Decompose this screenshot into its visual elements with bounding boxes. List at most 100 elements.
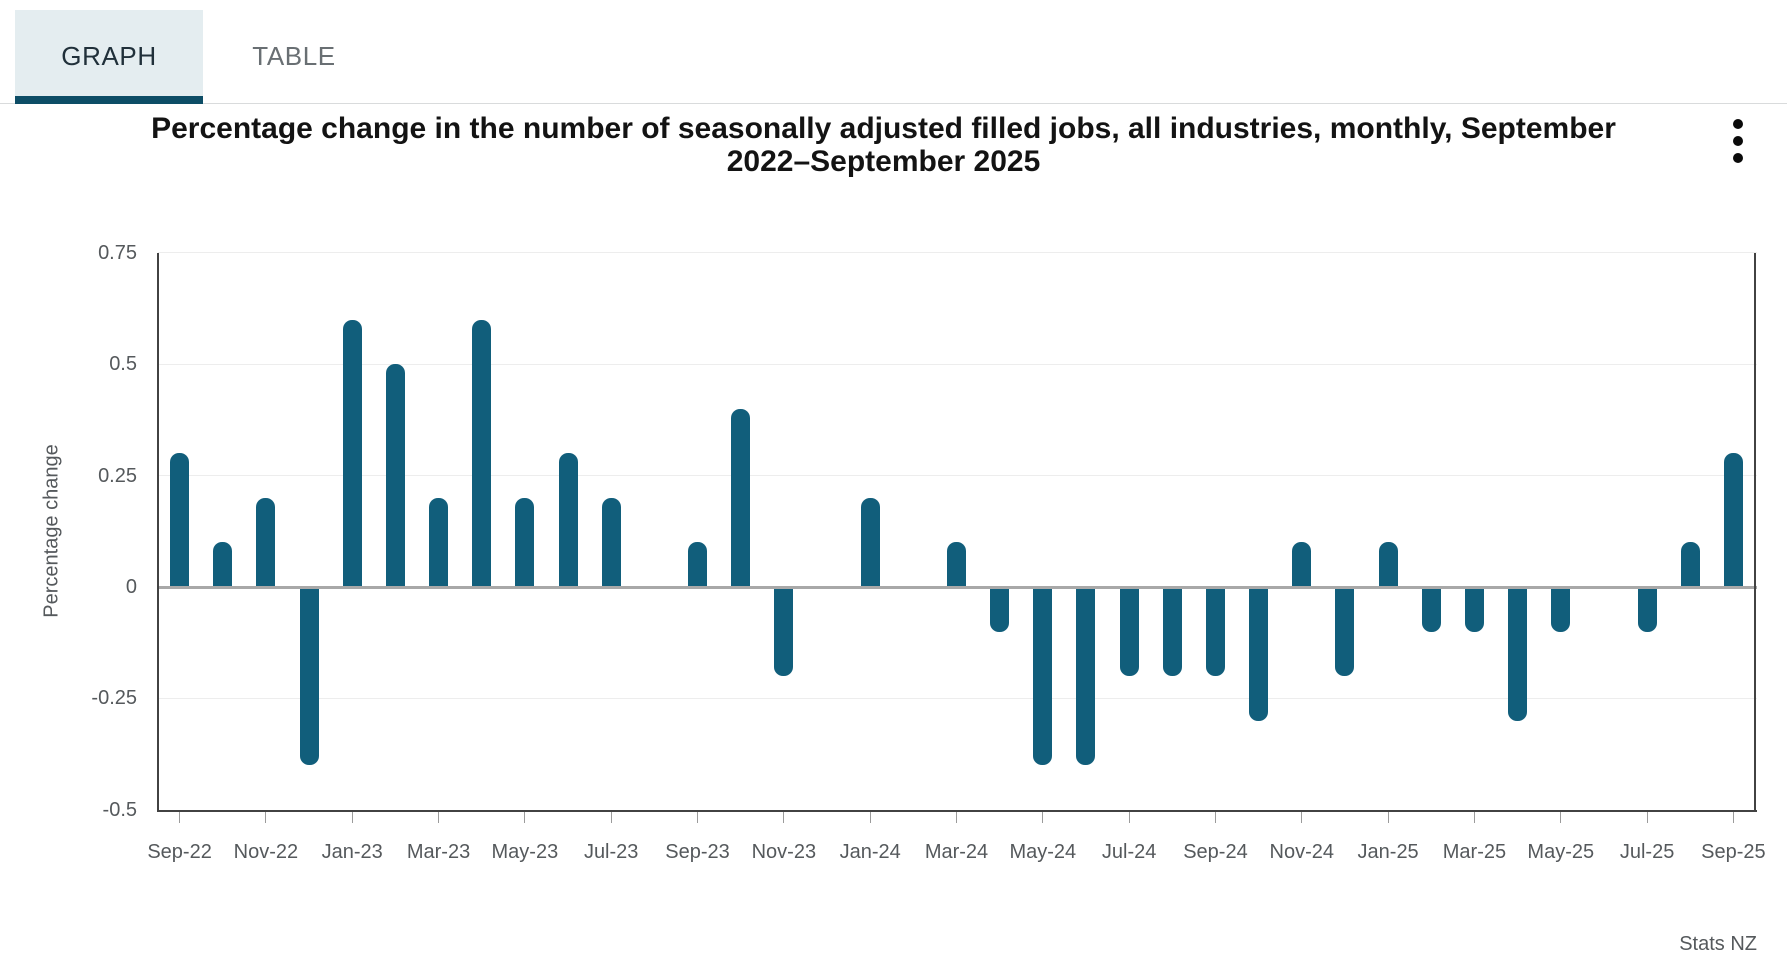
kebab-dot: [1733, 119, 1743, 129]
bar[interactable]: [1723, 453, 1743, 587]
y-axis-spine-right: [1754, 253, 1756, 812]
x-axis-tick: [697, 812, 699, 823]
x-tick-label: Mar-25: [1442, 841, 1507, 863]
bar[interactable]: [1421, 587, 1441, 632]
x-tick-label: Jul-23: [583, 841, 639, 863]
x-axis-tick: [438, 812, 440, 823]
active-tab-underline: [15, 96, 203, 104]
x-tick-label: Sep-25: [1701, 841, 1766, 863]
x-axis-tick: [869, 812, 871, 823]
source-label: Stats NZ: [1679, 933, 1757, 955]
zero-gridline: [158, 585, 1757, 589]
x-tick-label: Mar-24: [924, 841, 989, 863]
x-tick-label: May-23: [491, 841, 559, 863]
bar[interactable]: [1292, 542, 1312, 587]
bar[interactable]: [1680, 542, 1700, 587]
bar[interactable]: [1378, 542, 1398, 587]
bar[interactable]: [1249, 587, 1269, 721]
y-tick-label: -0.25: [91, 687, 137, 710]
x-tick-label: Jul-25: [1619, 841, 1675, 863]
x-axis-tick: [1560, 812, 1562, 823]
bar[interactable]: [429, 497, 449, 587]
y-tick-label: 0: [125, 576, 137, 598]
bar[interactable]: [342, 319, 362, 587]
bar[interactable]: [385, 364, 405, 587]
bar[interactable]: [731, 408, 751, 587]
x-axis-tick: [1128, 812, 1130, 823]
tab-graph[interactable]: GRAPH: [15, 10, 203, 104]
gridline: [158, 363, 1757, 365]
x-axis-tick: [265, 812, 267, 823]
bar[interactable]: [1464, 587, 1484, 632]
x-axis-tick: [1473, 812, 1475, 823]
bar[interactable]: [299, 587, 319, 766]
kebab-dot: [1733, 153, 1743, 163]
x-tick-label: Nov-23: [751, 841, 817, 863]
bar[interactable]: [1335, 587, 1355, 677]
x-tick-label: Sep-24: [1183, 841, 1248, 863]
bar[interactable]: [1637, 587, 1657, 632]
x-axis-tick: [1387, 812, 1389, 823]
x-axis-tick: [179, 812, 181, 823]
chart-title-line2: 2022–September 2025: [726, 145, 1041, 178]
bar[interactable]: [947, 542, 966, 587]
y-axis-spine-left: [157, 253, 159, 812]
tab-table[interactable]: TABLE: [203, 10, 385, 103]
gridline: [158, 252, 1757, 254]
x-axis-tick: [783, 812, 785, 823]
x-axis-tick: [524, 812, 526, 823]
x-tick-label: May-25: [1527, 841, 1595, 863]
bar[interactable]: [515, 497, 535, 587]
bar[interactable]: [774, 587, 794, 677]
x-axis-tick: [351, 812, 353, 823]
bar[interactable]: [213, 542, 233, 587]
x-tick-label: Sep-22: [147, 841, 212, 863]
y-tick-label: 0.75: [98, 241, 137, 264]
bar[interactable]: [1205, 587, 1225, 677]
x-tick-label: Nov-24: [1269, 841, 1335, 863]
x-axis-tick: [1732, 812, 1734, 823]
x-axis-tick: [610, 812, 612, 823]
x-tick-label: Jan-24: [839, 841, 901, 863]
y-tick-label: -0.5: [102, 798, 137, 821]
tab-table-label: TABLE: [252, 41, 336, 71]
bar[interactable]: [472, 319, 492, 587]
y-tick-label: 0.5: [109, 353, 137, 376]
bar[interactable]: [1508, 587, 1528, 721]
x-tick-label: Mar-23: [406, 841, 471, 863]
x-tick-label: Jan-25: [1357, 841, 1419, 863]
gridline: [158, 475, 1757, 477]
bar[interactable]: [558, 453, 578, 587]
tab-bar: GRAPH TABLE: [0, 0, 1787, 104]
chart-title: Percentage change in the number of seaso…: [110, 112, 1657, 178]
x-tick-label: Jul-24: [1101, 841, 1157, 863]
tab-graph-label: GRAPH: [61, 41, 157, 71]
y-tick-label: 0.25: [98, 464, 137, 487]
x-tick-label: Sep-23: [665, 841, 730, 863]
bar[interactable]: [256, 497, 276, 587]
bar[interactable]: [860, 497, 880, 587]
kebab-menu-icon[interactable]: [1727, 119, 1749, 163]
bar[interactable]: [990, 587, 1010, 632]
x-axis-tick: [1646, 812, 1648, 823]
x-tick-label: Jan-23: [321, 841, 383, 863]
bar[interactable]: [170, 453, 190, 587]
x-axis-line: [157, 810, 1757, 812]
x-axis-tick: [1042, 812, 1044, 823]
bar[interactable]: [601, 497, 621, 587]
x-axis-tick: [1301, 812, 1303, 823]
x-tick-label: May-24: [1009, 841, 1077, 863]
chart-title-line1: Percentage change in the number of seaso…: [151, 112, 1616, 145]
x-tick-label: Nov-22: [233, 841, 299, 863]
x-axis-tick: [956, 812, 957, 823]
kebab-dot: [1733, 136, 1743, 146]
bar[interactable]: [688, 542, 708, 587]
bar[interactable]: [1033, 587, 1053, 766]
bar[interactable]: [1076, 587, 1096, 766]
bar[interactable]: [1162, 587, 1182, 677]
x-axis-tick: [1214, 812, 1216, 823]
gridline: [158, 697, 1757, 699]
bar[interactable]: [1119, 587, 1139, 677]
bar[interactable]: [1551, 587, 1571, 632]
